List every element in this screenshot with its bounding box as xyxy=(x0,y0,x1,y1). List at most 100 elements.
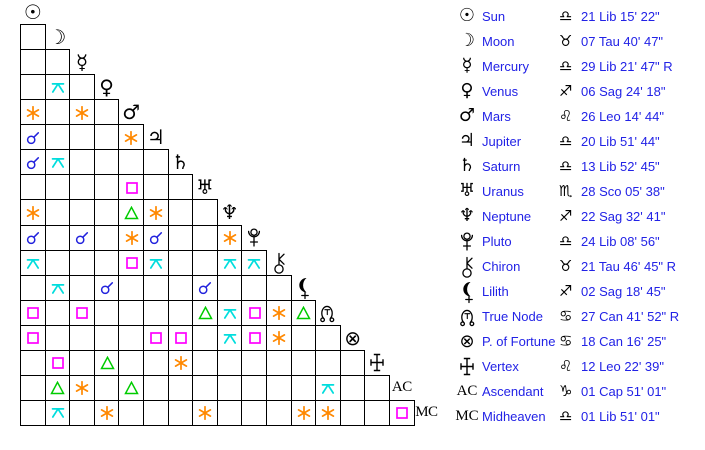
aspect-cell-lilith-x-saturn xyxy=(167,274,194,301)
trine-icon xyxy=(296,306,311,320)
aspect-cell-pluto-x-jupiter xyxy=(143,224,169,251)
aspect-cell-neptune-x-moon xyxy=(44,199,71,226)
aspect-cell-pluto-x-uranus xyxy=(192,224,218,251)
vertex-icon xyxy=(364,350,390,376)
planet-name: Uranus xyxy=(482,183,524,199)
aspect-cell-uranus-x-mercury xyxy=(69,174,95,201)
aspect-cell-jupiter-x-mars xyxy=(118,124,144,151)
trine-icon xyxy=(124,381,139,395)
aspect-cell-vertex-x-venus xyxy=(93,349,120,376)
aspect-cell-ascendant-x-jupiter xyxy=(143,374,169,401)
sextile-icon xyxy=(198,405,212,420)
aspect-cell-moon-x-sun xyxy=(20,24,46,51)
aspect-cell-true-node-x-mercury xyxy=(69,299,95,326)
planet-position: 01 Lib 51' 01" xyxy=(581,409,660,425)
aspect-cell-midheaven-x-lilith xyxy=(290,399,317,426)
aspect-cell-midheaven-x-true-node xyxy=(315,399,341,426)
aspect-cell-chiron-x-uranus xyxy=(192,249,218,276)
aspect-cell-chiron-x-neptune xyxy=(216,249,243,276)
aspect-cell-p-of-fortune-x-pluto xyxy=(241,324,267,351)
aspect-cell-saturn-x-venus xyxy=(93,149,120,176)
aspect-cell-uranus-x-moon xyxy=(44,174,71,201)
planet-name: Pluto xyxy=(482,234,512,250)
planet-name: Vertex xyxy=(482,359,519,375)
cancer-icon: ♋ xyxy=(559,332,573,351)
sextile-icon xyxy=(75,105,89,120)
aspect-cell-ascendant-x-vertex xyxy=(364,374,390,401)
aspect-cell-true-node-x-lilith xyxy=(290,299,317,326)
jupiter-icon: ♃ xyxy=(146,125,165,150)
legend-row-vertex: Vertex ♌ 12 Leo 22' 39" xyxy=(452,354,705,379)
aspect-cell-uranus-x-saturn xyxy=(167,174,194,201)
aspect-cell-pluto-x-mercury xyxy=(69,224,95,251)
sextile-icon xyxy=(124,130,138,145)
aspect-cell-vertex-x-lilith xyxy=(290,349,317,376)
aspect-cell-uranus-x-venus xyxy=(93,174,120,201)
aspect-cell-p-of-fortune-x-moon xyxy=(44,324,71,351)
aspect-cell-chiron-x-saturn xyxy=(167,249,194,276)
aspect-cell-midheaven-x-p-of-fortune xyxy=(339,399,366,426)
saturn-icon: ♄ xyxy=(171,150,190,175)
aspect-cell-jupiter-x-moon xyxy=(44,124,71,151)
planet-position: 26 Leo 14' 44" xyxy=(581,108,665,124)
sun-icon: ☉ xyxy=(458,5,476,27)
aspect-cell-lilith-x-venus xyxy=(93,274,120,301)
aspect-cell-ascendant-x-lilith xyxy=(290,374,317,401)
quincunx-icon xyxy=(321,382,335,395)
aspect-cell-midheaven-x-uranus xyxy=(192,399,218,426)
aspect-cell-lilith-x-moon xyxy=(44,274,71,301)
aspect-cell-p-of-fortune-x-saturn xyxy=(167,324,194,351)
midheaven-icon: MC xyxy=(455,408,479,425)
libra-icon: ♎ xyxy=(559,407,573,426)
planet-position: 21 Lib 15' 22" xyxy=(581,8,660,24)
sagittarius-icon: ♐ xyxy=(559,206,573,225)
mars-icon: ♂ xyxy=(458,105,476,127)
aspect-cell-neptune-x-saturn xyxy=(167,199,194,226)
mercury-icon: ☿ xyxy=(75,50,89,75)
aspect-cell-ascendant-x-mars xyxy=(118,374,144,401)
aspect-cell-pluto-x-saturn xyxy=(167,224,194,251)
libra-icon: ♎ xyxy=(559,131,573,150)
aspect-cell-midheaven-x-venus xyxy=(93,399,120,426)
aspect-cell-lilith-x-jupiter xyxy=(143,274,169,301)
vertex-icon xyxy=(452,356,482,377)
aspect-cell-p-of-fortune-x-jupiter xyxy=(143,324,169,351)
aspect-cell-saturn-x-moon xyxy=(44,149,71,176)
sextile-icon xyxy=(125,231,139,246)
neptune-icon: ♆ xyxy=(220,200,239,225)
planet-position: 13 Lib 52' 45" xyxy=(581,158,660,174)
quincunx-icon xyxy=(51,81,65,94)
true-node-icon xyxy=(452,305,482,328)
aspect-cell-venus-x-moon xyxy=(44,74,71,101)
planet-position: 18 Can 16' 25" xyxy=(581,334,667,350)
aspect-cell-lilith-x-sun xyxy=(20,274,46,301)
conjunction-icon xyxy=(198,281,212,295)
part-of-fortune-icon: ⊗ xyxy=(459,330,475,352)
sextile-icon xyxy=(26,205,40,220)
sextile-icon xyxy=(223,231,237,246)
aspect-cell-true-node-x-mars xyxy=(118,299,144,326)
trine-icon xyxy=(99,356,115,370)
aspect-cell-pluto-x-sun xyxy=(20,224,46,251)
aspect-cell-true-node-x-chiron xyxy=(266,299,292,326)
aspect-cell-vertex-x-p-of-fortune xyxy=(339,349,366,376)
aspect-cell-ascendant-x-sun xyxy=(20,374,46,401)
aspect-cell-vertex-x-uranus xyxy=(192,349,218,376)
planet-position: 28 Sco 05' 38" xyxy=(581,183,665,199)
aspect-cell-mars-x-venus xyxy=(93,99,120,126)
aspect-cell-p-of-fortune-x-uranus xyxy=(192,324,218,351)
legend-row-venus: ♀ Venus ♐ 06 Sag 24' 18" xyxy=(452,79,705,104)
libra-icon: ♎ xyxy=(559,156,573,175)
square-icon xyxy=(125,181,139,195)
true-node-icon xyxy=(315,300,341,326)
legend-row-true-node: True Node ♋ 27 Can 41' 52" R xyxy=(452,304,705,329)
moon-icon: ☽ xyxy=(458,30,476,52)
aspect-cell-lilith-x-mars xyxy=(118,274,144,301)
venus-icon: ♀ xyxy=(99,75,114,100)
aspect-cell-neptune-x-mercury xyxy=(69,199,95,226)
planet-position: 01 Cap 51' 01" xyxy=(581,384,667,400)
aspect-cell-vertex-x-mercury xyxy=(69,349,95,376)
aspect-cell-mars-x-sun xyxy=(20,99,46,126)
aspect-cell-p-of-fortune-x-venus xyxy=(93,324,120,351)
aspect-cell-true-node-x-saturn xyxy=(167,299,194,326)
